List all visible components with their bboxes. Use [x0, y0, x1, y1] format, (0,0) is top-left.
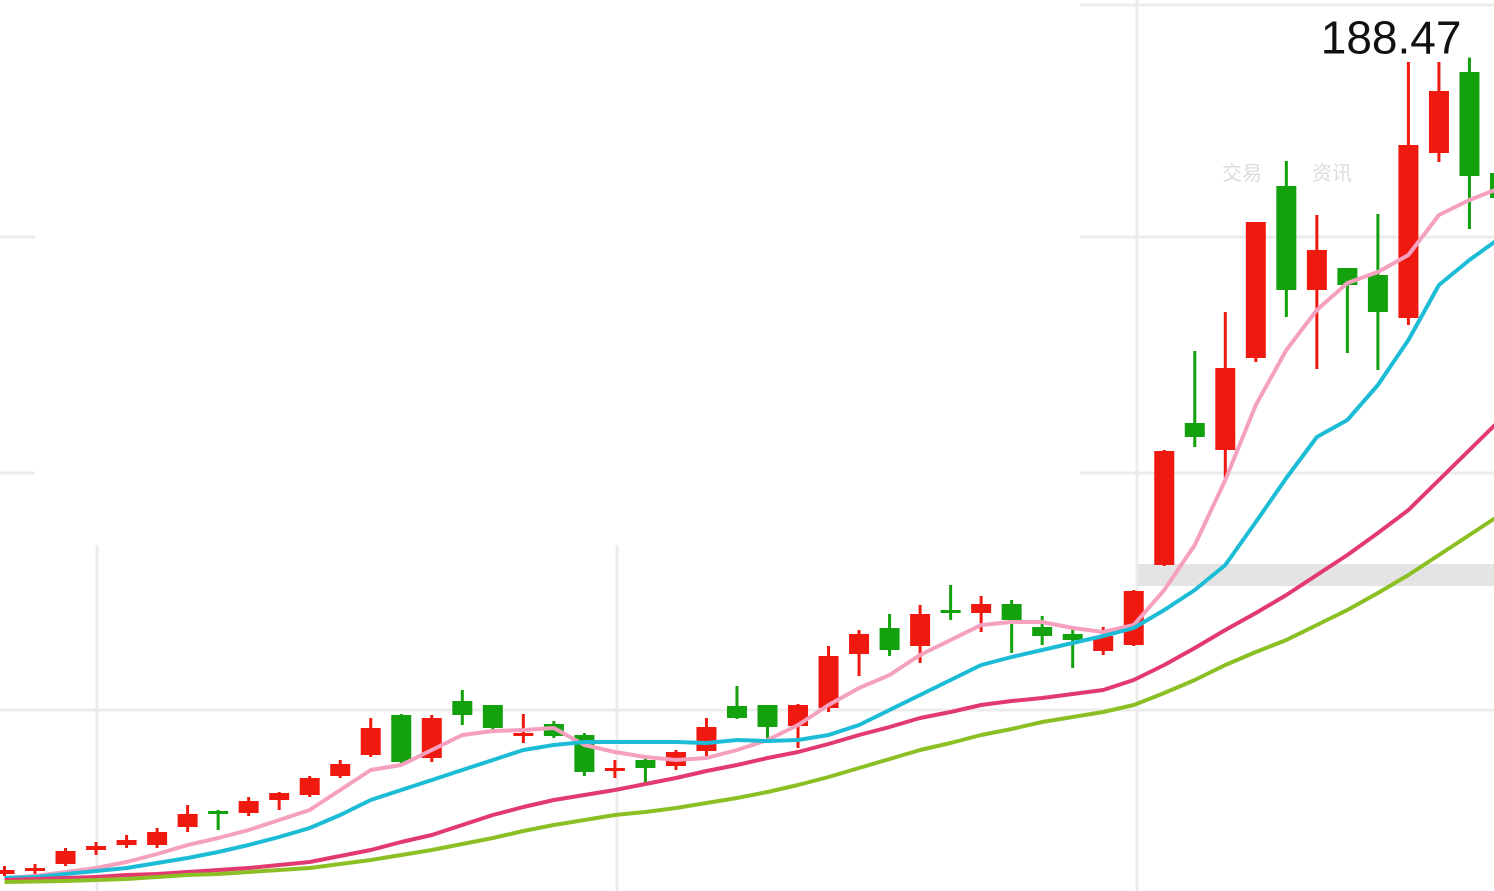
candle-body: [25, 868, 46, 871]
watermark: 资讯: [1312, 162, 1352, 185]
candle-body: [1093, 636, 1114, 651]
candle-body: [604, 768, 625, 771]
candle-body: [1459, 72, 1480, 176]
candle-body: [1215, 368, 1236, 450]
moving-average-line: [4, 516, 1494, 884]
candle-body: [208, 811, 229, 814]
candle-body: [1367, 275, 1388, 312]
candle-body: [696, 727, 717, 751]
candle-body: [299, 778, 320, 795]
watermark: 交易: [1222, 162, 1262, 185]
candle-body: [910, 614, 931, 646]
moving-average-line: [4, 239, 1494, 880]
candle-body: [757, 705, 778, 727]
max-high-label: 188.47: [1321, 12, 1462, 64]
moving-average-line: [4, 423, 1494, 882]
candle-body: [1184, 423, 1205, 437]
candle-body: [147, 832, 168, 845]
candle-body: [330, 764, 351, 776]
candle-body: [0, 870, 15, 874]
candle-body: [818, 656, 839, 708]
candle-body: [1306, 250, 1327, 290]
candle-body: [940, 610, 961, 613]
candle-body: [1062, 634, 1083, 640]
candle-body: [452, 701, 473, 715]
candle-body: [177, 814, 198, 827]
candle-body: [238, 801, 259, 813]
candle-body: [86, 846, 107, 850]
candle-body: [1398, 145, 1419, 318]
moving-average-line: [4, 188, 1494, 880]
candle-body: [879, 628, 900, 650]
candle-body: [1032, 627, 1053, 636]
candle-body: [971, 604, 992, 613]
candle-body: [1428, 91, 1449, 153]
candle-body: [55, 851, 76, 864]
candle-body: [482, 705, 503, 728]
candle-body: [513, 733, 534, 736]
candle-body: [635, 760, 656, 768]
candle-body: [1001, 604, 1022, 620]
candle-body: [269, 793, 290, 800]
candle-body: [1154, 451, 1175, 565]
candle-body: [849, 634, 870, 654]
candle-body: [360, 728, 381, 755]
candle-body: [116, 840, 137, 845]
candle-body: [1123, 591, 1144, 645]
moving-averages: [4, 188, 1494, 884]
candle-body: [726, 706, 747, 718]
candle-body: [1245, 222, 1266, 358]
candle-body: [1276, 186, 1297, 290]
candle-body: [391, 715, 412, 762]
candles: [0, 57, 1494, 876]
candle-body: [1489, 173, 1494, 198]
